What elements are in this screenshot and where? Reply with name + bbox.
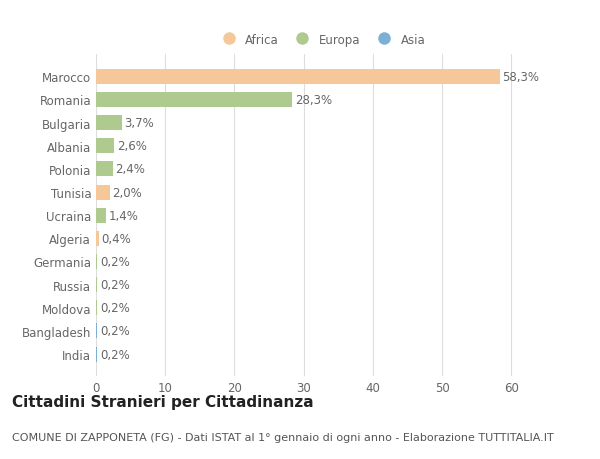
Text: 0,2%: 0,2% — [100, 325, 130, 338]
Text: 58,3%: 58,3% — [502, 71, 539, 84]
Text: 3,7%: 3,7% — [124, 117, 154, 130]
Text: 2,6%: 2,6% — [117, 140, 146, 153]
Bar — [96, 208, 106, 223]
Bar — [96, 347, 97, 362]
Bar — [96, 139, 114, 154]
Bar — [96, 185, 110, 200]
Text: 0,2%: 0,2% — [100, 348, 130, 361]
Text: 0,2%: 0,2% — [100, 279, 130, 291]
Text: 2,4%: 2,4% — [115, 163, 145, 176]
Text: Cittadini Stranieri per Cittadinanza: Cittadini Stranieri per Cittadinanza — [12, 394, 314, 409]
Text: 28,3%: 28,3% — [295, 94, 332, 107]
Bar — [96, 231, 99, 246]
Bar — [96, 301, 97, 316]
Text: 1,4%: 1,4% — [109, 209, 139, 222]
Bar — [96, 254, 97, 269]
Bar — [96, 324, 97, 339]
Text: 0,2%: 0,2% — [100, 302, 130, 314]
Bar — [96, 278, 97, 292]
Text: 0,4%: 0,4% — [101, 232, 131, 245]
Legend: Africa, Europa, Asia: Africa, Europa, Asia — [212, 29, 430, 51]
Text: 0,2%: 0,2% — [100, 255, 130, 269]
Bar — [96, 93, 292, 108]
Bar — [96, 116, 122, 131]
Text: 2,0%: 2,0% — [113, 186, 142, 199]
Text: COMUNE DI ZAPPONETA (FG) - Dati ISTAT al 1° gennaio di ogni anno - Elaborazione : COMUNE DI ZAPPONETA (FG) - Dati ISTAT al… — [12, 432, 554, 442]
Bar — [96, 70, 500, 85]
Bar — [96, 162, 113, 177]
